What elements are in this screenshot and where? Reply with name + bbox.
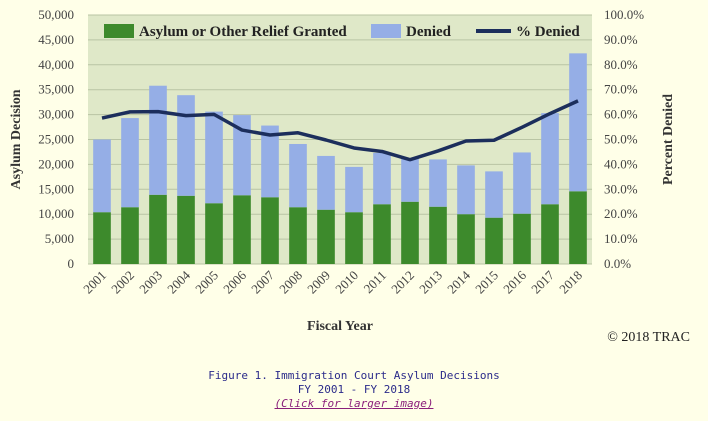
percent-denied-line [101, 99, 579, 162]
y-tick-label: 10,000 [38, 206, 74, 221]
bar-denied [345, 166, 363, 213]
bar-granted [289, 207, 307, 264]
bar-denied [485, 171, 503, 218]
larger-image-link[interactable]: (Click for larger image) [274, 397, 434, 410]
y-axis-title: Asylum Decision [9, 89, 24, 189]
x-tick-label: 2007 [248, 267, 277, 296]
chart: 0 5,000 10,000 15,000 20,000 25,000 30,000 35,0… [9, 7, 676, 334]
bar-granted [485, 217, 503, 264]
bar-denied [149, 85, 167, 195]
y-tick-label: 5,000 [45, 231, 74, 246]
bar-granted [149, 194, 167, 264]
x-tick-label: 2011 [360, 268, 389, 297]
bar-denied [233, 115, 251, 196]
x-tick-label: 2017 [528, 267, 557, 296]
legend-label-percent-denied: % Denied [516, 24, 580, 40]
y-right-tick-label: 60.0% [604, 107, 638, 122]
y-tick-label: 0 [68, 256, 75, 271]
y-right-tick-label: 30.0% [604, 181, 638, 196]
series-line-percent-denied [101, 99, 579, 162]
bar-granted [261, 197, 279, 264]
caption-title: Figure 1. Immigration Court Asylum Decis… [208, 369, 500, 382]
x-tick-label: 2003 [136, 268, 165, 297]
bar-granted [177, 195, 195, 264]
y-tick-label: 15,000 [38, 181, 74, 196]
legend-swatch-denied [371, 24, 401, 38]
y-right-tick-label: 90.0% [604, 32, 638, 47]
y-right-tick-label: 20.0% [604, 206, 638, 221]
x-tick-label: 2016 [500, 267, 529, 296]
y-axis-right-title: Percent Denied [661, 94, 676, 185]
caption-subtitle: FY 2001 - FY 2018 [297, 383, 411, 396]
legend-swatch-granted [104, 24, 134, 38]
bar-granted [401, 201, 419, 264]
bar-denied [261, 125, 279, 198]
bar-denied [513, 152, 531, 214]
x-tick-label: 2010 [332, 268, 361, 297]
bar-denied [317, 155, 335, 210]
x-axis-title: Fiscal Year [307, 319, 373, 334]
bar-granted [373, 204, 391, 264]
y-right-tick-label: 0.0% [604, 256, 631, 271]
bar-granted [93, 212, 111, 264]
legend-label-denied: Denied [406, 24, 452, 40]
x-tick-label: 2006 [220, 267, 249, 296]
bar-denied [121, 118, 139, 208]
bar-granted [233, 195, 251, 264]
y-right-tick-label: 70.0% [604, 82, 638, 97]
y-tick-label: 35,000 [38, 82, 74, 97]
x-tick-label: 2002 [108, 268, 137, 297]
bar-granted [457, 214, 475, 264]
x-tick-label: 2018 [556, 268, 585, 297]
bar-denied [429, 159, 447, 207]
bar-granted [513, 213, 531, 264]
x-tick-label: 2008 [276, 268, 305, 297]
bar-denied [205, 111, 223, 204]
legend: Asylum or Other Relief Granted Denied % De… [104, 24, 580, 40]
x-tick-label: 2005 [192, 268, 221, 297]
x-tick-label: 2004 [164, 267, 193, 296]
x-tick-label: 2001 [80, 268, 109, 297]
x-tick-label: 2015 [472, 268, 501, 297]
y-tick-label: 30,000 [38, 107, 74, 122]
bar-granted [317, 209, 335, 264]
bar-denied [177, 95, 195, 196]
x-axis: 2001 2002 2003 2004 2005 2006 2007 2008 2009 2010… [80, 267, 585, 296]
x-tick-label: 2009 [304, 268, 333, 297]
y-axis-left: 0 5,000 10,000 15,000 20,000 25,000 30,000 35,0… [38, 7, 74, 271]
y-right-tick-label: 100.0% [604, 7, 644, 22]
bar-denied [401, 158, 419, 202]
y-tick-label: 20,000 [38, 156, 74, 171]
bar-granted [205, 203, 223, 264]
y-tick-label: 25,000 [38, 132, 74, 147]
bar-denied [457, 165, 475, 215]
x-tick-label: 2012 [388, 268, 417, 297]
y-right-tick-label: 50.0% [604, 132, 638, 147]
legend-label-granted: Asylum or Other Relief Granted [139, 24, 347, 40]
gridlines [88, 14, 592, 265]
bar-granted [121, 207, 139, 264]
y-tick-label: 50,000 [38, 7, 74, 22]
y-tick-label: 40,000 [38, 57, 74, 72]
x-tick-label: 2013 [416, 268, 445, 297]
bar-granted [345, 212, 363, 264]
bar-granted [569, 191, 587, 264]
copyright-notice: © 2018 TRAC [607, 330, 690, 345]
bar-denied [289, 143, 307, 208]
y-right-tick-label: 40.0% [604, 156, 638, 171]
bar-denied [93, 139, 111, 213]
y-right-tick-label: 10.0% [604, 231, 638, 246]
bar-denied [373, 152, 391, 205]
y-right-tick-label: 80.0% [604, 57, 638, 72]
bar-denied [569, 53, 587, 192]
figure-caption: Figure 1. Immigration Court Asylum Decis… [0, 369, 708, 411]
bar-granted [429, 206, 447, 264]
bar-granted [541, 204, 559, 264]
y-axis-right: 0.0% 10.0% 20.0% 30.0% 40.0% 50.0% 60.0% 70.0% 8… [604, 7, 644, 271]
x-tick-label: 2014 [444, 267, 473, 296]
y-tick-label: 45,000 [38, 32, 74, 47]
bar-denied [541, 113, 559, 205]
